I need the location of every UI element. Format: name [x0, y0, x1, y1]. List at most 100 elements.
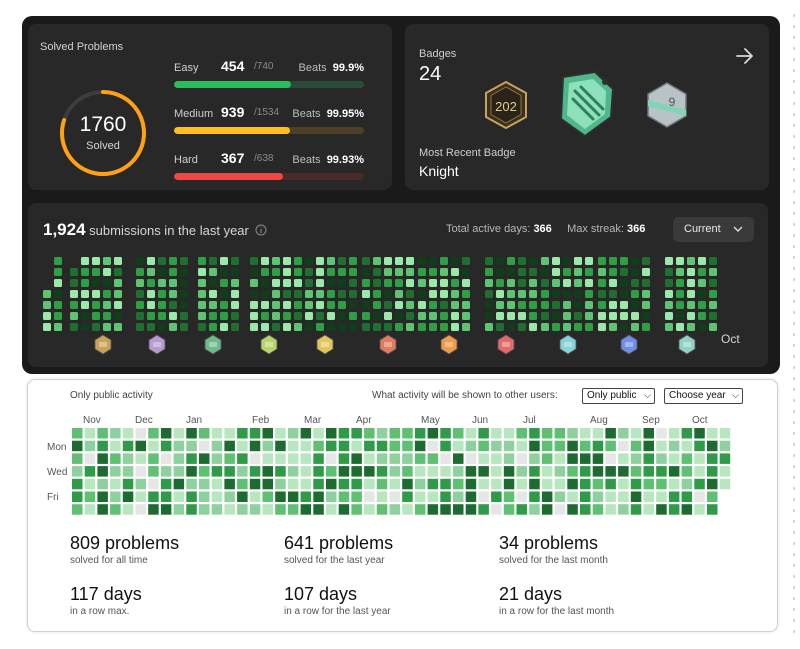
difficulty-total: /1534 [254, 107, 280, 118]
calendar-cell [541, 504, 553, 515]
heatmap-cell [54, 257, 62, 265]
heatmap-cell [54, 312, 62, 320]
heatmap-cell [676, 290, 684, 298]
heatmap-cell [294, 323, 302, 331]
calendar-cell [668, 428, 680, 439]
heatmap-cell [395, 268, 403, 276]
calendar-cell [554, 440, 566, 452]
heatmap-cell [552, 268, 560, 276]
heatmap-cell [451, 257, 459, 265]
heatmap-cell [231, 279, 239, 287]
visibility-select[interactable]: Only public ⌵ [582, 388, 655, 404]
calendar-cell [199, 491, 210, 502]
calendar-cell [173, 466, 185, 477]
heatmap-cell [395, 312, 403, 320]
heatmap-cell [598, 290, 606, 298]
calendar-cell [491, 440, 502, 452]
heatmap-cell [81, 323, 89, 331]
arrow-right-icon[interactable] [735, 46, 755, 66]
heatmap-cell [676, 279, 684, 287]
calendar-cell [72, 440, 83, 452]
heatmap-cell [294, 257, 302, 265]
heatmap-cell [529, 290, 537, 298]
calendar-cell [376, 428, 388, 439]
heatmap-cell [349, 268, 357, 276]
badge-2022-icon[interactable]: 202 [483, 80, 529, 135]
calendar-cell [249, 428, 261, 439]
badge-9-icon[interactable]: 9 [644, 80, 690, 135]
calendar-cell [541, 428, 553, 439]
knight-badge-icon[interactable] [555, 69, 617, 144]
heatmap-cell [609, 301, 617, 309]
calendar-cell [656, 428, 667, 439]
calendar-cell [84, 428, 96, 439]
heatmap-cell [220, 323, 228, 331]
heatmap-cell [305, 268, 313, 276]
heatmap-cell [462, 257, 470, 265]
heatmap-cell [103, 279, 111, 287]
calendar-cell [567, 504, 578, 515]
difficulty-beats: Beats 99.95% [292, 108, 364, 120]
heatmap-cell [272, 301, 280, 309]
stat-last-month: 34 problems solved for the last month [499, 533, 608, 566]
heatmap-cell [54, 323, 62, 331]
heatmap-cell [552, 257, 560, 265]
calendar-cell [465, 504, 477, 515]
heatmap-cell [316, 279, 324, 287]
calendar-cell [618, 491, 629, 502]
heatmap-cell [620, 279, 628, 287]
difficulty-count: 367 [221, 150, 245, 166]
heatmap-cell [609, 312, 617, 320]
heatmap-cell [485, 312, 493, 320]
difficulty-name: Easy [174, 62, 199, 74]
calendar-cell [592, 466, 604, 477]
heatmap-cell [261, 268, 269, 276]
calendar-cell [148, 466, 159, 477]
calendar-cell [643, 440, 654, 452]
period-select[interactable]: Current [673, 217, 754, 242]
year-select[interactable]: Choose year ⌵ [664, 388, 743, 404]
calendar-cell [643, 491, 654, 502]
heatmap-cell [305, 312, 313, 320]
heatmap-cell [541, 323, 549, 331]
heatmap-cell [261, 301, 269, 309]
heatmap-cell [631, 268, 639, 276]
heatmap-cell [395, 257, 403, 265]
heatmap-cell [338, 290, 346, 298]
calendar-cell [605, 440, 616, 452]
calendar-cell [122, 428, 134, 439]
calendar-cell [453, 428, 464, 439]
calendar-cell [719, 453, 731, 464]
calendar-cell [84, 440, 96, 452]
calendar-cell [440, 504, 451, 515]
calendar-cell [72, 466, 83, 477]
heatmap-cell [373, 268, 381, 276]
heatmap-cell [418, 290, 426, 298]
heatmap-cell [283, 257, 291, 265]
heatmap-cell [406, 312, 414, 320]
calendar-cell [414, 453, 426, 464]
heatmap-cell [209, 279, 217, 287]
heatmap-cell [231, 268, 239, 276]
calendar-cell [440, 478, 451, 490]
info-icon[interactable] [255, 224, 267, 236]
heatmap-cell [169, 290, 177, 298]
calendar-cell [300, 478, 312, 490]
calendar-cell [402, 504, 413, 515]
heatmap-cell [261, 323, 269, 331]
visibility-question: What activity will be shown to other use… [372, 390, 558, 401]
heatmap-cell [451, 290, 459, 298]
heatmap-cell [92, 268, 100, 276]
heatmap-cell [147, 323, 155, 331]
calendar-cell [122, 504, 134, 515]
difficulty-beats: Beats 99.93% [292, 154, 364, 166]
calendar-cell [364, 440, 375, 452]
calendar-cell [656, 504, 667, 515]
heatmap-cell [529, 301, 537, 309]
heatmap-cell [496, 290, 504, 298]
calendar-cell [313, 504, 324, 515]
heatmap-cell [305, 323, 313, 331]
heatmap-cell [384, 323, 392, 331]
calendar-cell [668, 453, 680, 464]
calendar-cell [110, 440, 121, 452]
